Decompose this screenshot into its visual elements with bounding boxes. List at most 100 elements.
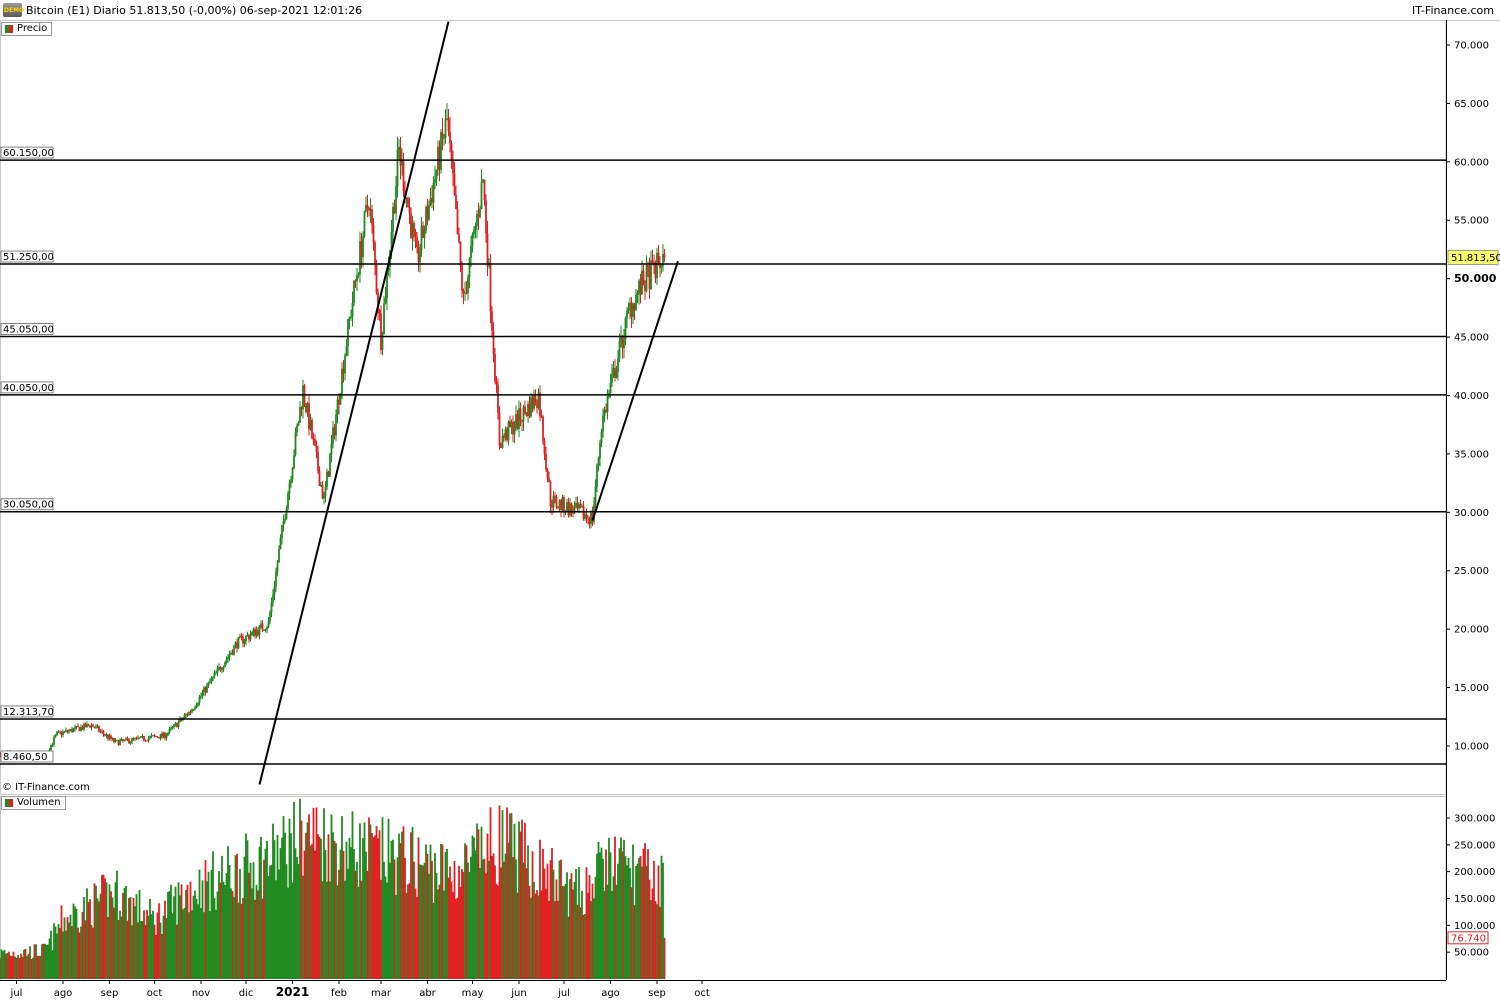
volume-bar	[402, 826, 405, 979]
volume-bar	[167, 892, 169, 979]
volume-bar	[410, 832, 412, 979]
candle-body	[623, 339, 625, 349]
volume-bar	[38, 955, 40, 979]
volume-bar	[575, 869, 577, 979]
candle-body	[390, 232, 393, 251]
last-price-marker	[1447, 249, 1499, 265]
horizontal-level-label-box	[0, 498, 54, 511]
volume-bar	[288, 818, 291, 979]
candle-body	[245, 636, 247, 641]
volume-bar	[45, 944, 48, 979]
candle-body	[101, 731, 103, 733]
candle-body	[329, 454, 331, 477]
volume-y-tick-label: 200.000	[1454, 867, 1495, 878]
candle-body	[104, 734, 106, 736]
volume-bar	[14, 956, 16, 979]
volume-bar	[27, 953, 30, 979]
candle-body	[515, 414, 517, 428]
candle-body	[425, 206, 427, 231]
volume-bar	[485, 873, 487, 979]
candle-body	[401, 160, 403, 166]
volume-bar	[377, 838, 379, 979]
volume-bar	[87, 902, 90, 979]
volume-bar	[194, 890, 196, 979]
candle-body	[371, 209, 373, 225]
candle-body	[177, 721, 180, 728]
volume-bar	[3, 949, 6, 979]
volume-bar	[170, 884, 172, 979]
volume-bar	[614, 836, 616, 979]
volume-bar	[617, 863, 619, 979]
volume-bar	[231, 890, 234, 979]
price-y-tick-label: 65.000	[1454, 99, 1489, 110]
candle-body	[258, 625, 261, 635]
candle-body	[209, 681, 211, 683]
candle-body	[441, 132, 444, 138]
candle-body	[375, 264, 378, 293]
candle-body	[540, 416, 543, 418]
candle-body	[279, 537, 282, 550]
volume-bar	[63, 917, 66, 979]
volume-y-tick-label: 300.000	[1454, 813, 1495, 824]
x-tick-label: mar	[371, 988, 392, 999]
trendline[interactable]	[591, 260, 679, 521]
volume-bar	[396, 857, 399, 979]
volume-bar	[582, 914, 585, 979]
trendline[interactable]	[258, 21, 450, 785]
volume-legend[interactable]: Volumen	[1, 796, 66, 810]
candle-body	[549, 482, 552, 507]
candle-body	[603, 409, 606, 417]
candle-body	[117, 740, 120, 746]
volume-bar	[329, 881, 331, 979]
volume-bar	[341, 816, 343, 979]
chart-credit: © IT-Finance.com	[2, 782, 90, 793]
volume-bar	[390, 840, 393, 979]
volume-bar	[444, 851, 447, 979]
candle-body	[419, 250, 421, 263]
volume-bar	[567, 916, 570, 979]
volume-bar	[440, 844, 442, 979]
volume-bar	[540, 890, 543, 979]
volume-bar	[39, 955, 42, 979]
candle-body	[492, 330, 495, 355]
volume-bar	[251, 888, 253, 979]
volume-bar	[144, 925, 147, 979]
volume-bar	[491, 855, 493, 979]
candle-body	[614, 367, 616, 378]
candle-body	[257, 630, 259, 635]
volume-bar	[303, 850, 306, 979]
volume-bar	[537, 895, 540, 979]
volume-bar	[257, 890, 259, 979]
candle-body	[129, 741, 132, 744]
volume-bar	[525, 868, 528, 979]
volume-bar	[272, 823, 274, 979]
volume-bar	[599, 852, 601, 979]
candle-body	[158, 737, 160, 739]
volume-bar	[629, 868, 631, 979]
price-legend[interactable]: Precio	[1, 22, 53, 36]
volume-bar	[173, 896, 175, 979]
candle-body	[213, 672, 216, 677]
volume-bar	[183, 907, 186, 979]
volume-bar	[327, 834, 330, 979]
candle-body	[663, 253, 666, 258]
volume-bar	[282, 816, 285, 979]
x-tick-label: dic	[239, 988, 254, 999]
candle-body	[201, 692, 204, 696]
volume-bar	[602, 858, 604, 979]
volume-bar	[579, 907, 582, 979]
candle-body	[479, 208, 481, 217]
candle-body	[347, 319, 349, 347]
candle-body	[491, 311, 493, 331]
volume-bar	[164, 900, 166, 979]
candle-body	[407, 197, 409, 207]
candle-body	[317, 451, 319, 471]
candle-body	[150, 735, 153, 737]
volume-bar	[69, 914, 72, 979]
candle-body	[327, 471, 330, 477]
candle-body	[132, 738, 135, 740]
volume-bar	[93, 883, 96, 979]
volume-bar	[497, 885, 499, 979]
candle-body	[476, 214, 478, 227]
